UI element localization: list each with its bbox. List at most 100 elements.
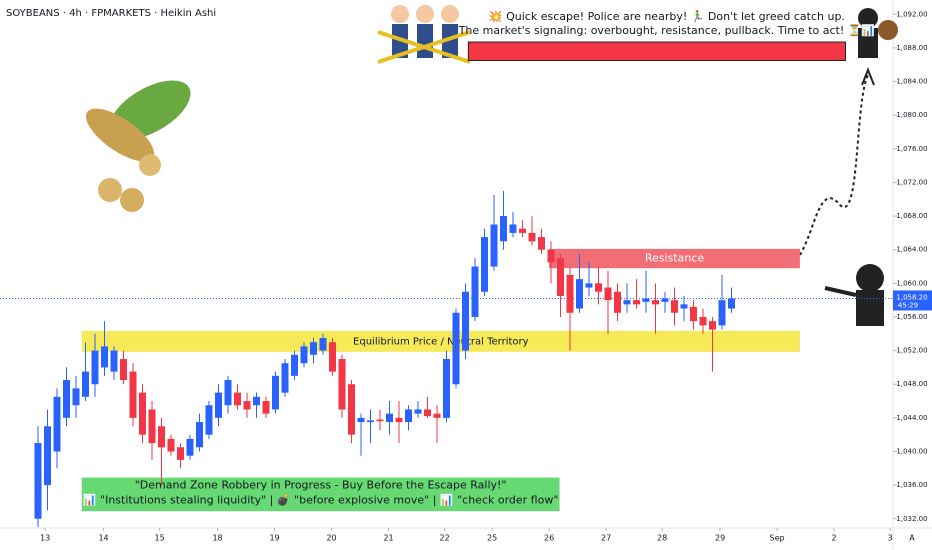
candle-body <box>367 420 374 423</box>
y-tick-label: 1,044.00 <box>896 414 927 422</box>
y-tick-label: 1,056.00 <box>896 313 927 321</box>
candle-body <box>414 409 422 414</box>
candle-body <box>91 350 99 385</box>
candle-body <box>500 216 507 242</box>
candle-body <box>234 392 241 406</box>
candle-body <box>528 232 536 242</box>
candle-body <box>680 304 688 309</box>
candle-body <box>110 350 118 372</box>
candle-body <box>177 447 184 460</box>
y-tick-label: 1,060.00 <box>896 279 927 287</box>
x-tick-label: 2 <box>832 534 837 543</box>
candle-body <box>633 300 640 305</box>
x-tick-label: 25 <box>487 534 497 543</box>
candle-body <box>718 300 726 326</box>
thief-illustration <box>824 8 898 326</box>
candle-body <box>386 413 393 423</box>
y-tick-label: 1,052.00 <box>896 347 927 355</box>
candle-body <box>699 316 707 326</box>
candle-body <box>509 224 517 233</box>
corner-label: A <box>909 534 915 543</box>
candle-body <box>471 266 479 317</box>
candle-body <box>300 346 308 364</box>
zone-text: 📊 "Institutions stealing liquidity" | 💣 … <box>83 494 559 508</box>
candle-body <box>186 438 194 456</box>
candle-body <box>661 298 669 302</box>
y-tick-label: 1,084.00 <box>896 78 927 86</box>
x-tick-label: 14 <box>98 534 108 543</box>
x-tick-label: 13 <box>40 534 50 543</box>
last-price-label: 1,058.20 <box>896 293 927 301</box>
y-tick-label: 1,032.00 <box>896 515 927 523</box>
candle-body <box>595 283 602 292</box>
y-tick-label: 1,040.00 <box>896 447 927 455</box>
y-tick-label: 1,036.00 <box>896 481 927 489</box>
candle-body <box>338 359 346 410</box>
candle-body <box>243 401 251 410</box>
zone-text: 💥 Quick escape! Police are nearby! 🏃‍♂️ … <box>489 10 845 23</box>
candle-body <box>167 438 175 452</box>
candle-body <box>376 419 384 422</box>
candle-body <box>566 274 574 313</box>
candle-body <box>120 359 127 381</box>
x-tick-label: 18 <box>212 534 222 543</box>
y-tick-label: 1,048.00 <box>896 380 927 388</box>
countdown-label: 45:29 <box>898 301 918 309</box>
police-illustration <box>377 5 471 64</box>
candle-body <box>462 291 469 351</box>
x-tick-label: 27 <box>601 534 611 543</box>
x-tick-label: 29 <box>715 534 725 543</box>
y-tick-label: 1,068.00 <box>896 212 927 220</box>
candle-body <box>101 346 108 368</box>
candle-body <box>433 413 441 418</box>
candle-body <box>519 228 526 233</box>
candle-body <box>671 300 678 313</box>
y-tick-label: 1,092.00 <box>896 10 927 18</box>
zone-box <box>549 248 800 269</box>
y-tick-label: 1,064.00 <box>896 246 927 254</box>
candle-body <box>348 384 355 435</box>
candle-body <box>585 283 593 288</box>
candle-body <box>129 371 137 418</box>
zone-box <box>467 41 846 62</box>
zone-text: "Demand Zone Robbery in Progress - Buy B… <box>135 479 507 492</box>
candle-body <box>604 287 612 301</box>
candle-body <box>224 380 232 406</box>
candle-body <box>139 392 146 435</box>
candle-body <box>53 396 61 452</box>
candle-body <box>34 443 42 519</box>
candle-body <box>196 422 203 448</box>
y-tick-label: 1,088.00 <box>896 44 927 52</box>
candle-body <box>82 371 89 397</box>
candle-body <box>538 237 545 250</box>
candle-body <box>623 300 631 305</box>
candle-body <box>319 337 327 351</box>
candle-body <box>557 258 564 296</box>
candle-body <box>291 354 298 376</box>
x-tick-label: 20 <box>326 534 336 543</box>
candle-body <box>310 342 317 355</box>
candle-body <box>690 306 697 322</box>
x-tick-label: 15 <box>155 534 165 543</box>
candle-body <box>424 409 431 417</box>
escape-arrowhead <box>861 67 875 86</box>
x-tick-label: 26 <box>544 534 554 543</box>
x-tick-label: Sep <box>770 534 785 543</box>
candle-body <box>481 237 488 292</box>
candle-body <box>547 249 555 263</box>
candle-body <box>443 359 450 418</box>
zone-label: Equilibrium Price / Neutral Territory <box>353 336 529 347</box>
candle-body <box>272 375 279 410</box>
x-tick-label: 3 <box>888 534 893 543</box>
candle-body <box>395 417 403 423</box>
candle-body <box>329 342 336 372</box>
candle-body <box>642 298 650 302</box>
chart-title: SOYBEANS · 4h · FPMARKETS · Heikin Ashi <box>6 8 216 19</box>
x-tick-label: 22 <box>440 534 450 543</box>
candle-body <box>652 300 659 305</box>
y-tick-label: 1,080.00 <box>896 111 927 119</box>
last-price-tag <box>893 290 932 311</box>
candle-body <box>614 291 621 313</box>
candle-body <box>281 363 289 393</box>
